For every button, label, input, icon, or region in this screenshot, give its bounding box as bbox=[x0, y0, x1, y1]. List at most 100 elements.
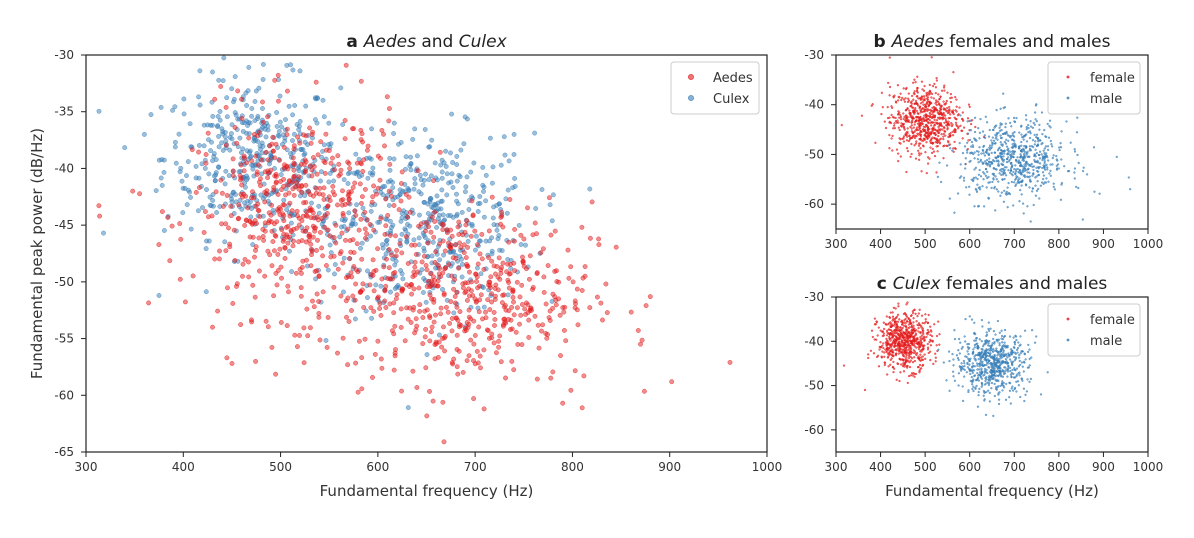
point bbox=[364, 231, 370, 237]
point bbox=[979, 117, 982, 121]
point bbox=[939, 95, 942, 98]
point bbox=[992, 174, 996, 177]
point bbox=[442, 248, 448, 254]
point bbox=[418, 191, 424, 197]
point bbox=[1004, 358, 1008, 361]
point bbox=[945, 144, 948, 147]
point bbox=[983, 383, 987, 386]
point bbox=[1035, 189, 1039, 192]
point bbox=[1037, 174, 1040, 177]
point bbox=[486, 228, 492, 234]
point bbox=[405, 261, 411, 266]
point bbox=[900, 98, 903, 102]
point bbox=[981, 130, 985, 133]
point bbox=[389, 252, 395, 258]
point bbox=[990, 381, 994, 385]
point bbox=[338, 167, 344, 173]
point bbox=[327, 233, 333, 239]
point bbox=[390, 185, 396, 191]
point bbox=[971, 352, 974, 355]
point bbox=[468, 233, 474, 239]
point bbox=[349, 274, 355, 280]
point bbox=[509, 304, 515, 310]
point bbox=[951, 352, 954, 356]
point bbox=[313, 276, 319, 282]
point bbox=[898, 379, 901, 383]
point bbox=[1000, 155, 1003, 159]
point bbox=[426, 278, 431, 284]
point bbox=[454, 289, 460, 295]
point bbox=[917, 345, 920, 349]
point bbox=[979, 160, 982, 163]
point bbox=[885, 350, 888, 354]
series-female bbox=[842, 301, 941, 392]
point bbox=[968, 105, 971, 109]
point bbox=[1023, 175, 1027, 179]
point bbox=[255, 138, 261, 144]
point bbox=[211, 154, 217, 159]
point bbox=[907, 357, 910, 360]
point bbox=[450, 361, 456, 367]
point bbox=[574, 307, 580, 313]
point bbox=[911, 342, 914, 345]
point bbox=[172, 104, 178, 110]
point bbox=[938, 109, 941, 112]
point bbox=[511, 367, 517, 373]
point bbox=[365, 295, 370, 301]
point bbox=[944, 134, 947, 137]
point bbox=[347, 256, 352, 261]
point bbox=[979, 361, 982, 364]
point bbox=[429, 329, 434, 335]
point bbox=[195, 208, 201, 214]
point bbox=[1024, 393, 1027, 396]
point bbox=[904, 333, 907, 336]
point bbox=[242, 257, 248, 262]
point bbox=[911, 119, 914, 122]
point bbox=[897, 341, 900, 344]
point bbox=[255, 201, 261, 207]
point bbox=[885, 337, 888, 341]
point bbox=[459, 261, 465, 267]
point bbox=[897, 126, 900, 129]
point bbox=[986, 176, 989, 180]
point bbox=[912, 324, 915, 327]
point bbox=[960, 362, 963, 365]
point bbox=[436, 263, 441, 269]
point bbox=[296, 222, 302, 228]
point bbox=[471, 396, 477, 402]
point bbox=[897, 152, 900, 155]
point bbox=[936, 122, 939, 125]
point bbox=[278, 320, 284, 325]
point bbox=[459, 209, 465, 215]
point bbox=[210, 198, 216, 203]
point bbox=[916, 365, 920, 369]
point bbox=[912, 81, 915, 84]
point bbox=[924, 108, 928, 111]
point bbox=[1007, 353, 1011, 357]
point bbox=[416, 285, 422, 291]
point bbox=[980, 385, 983, 388]
point bbox=[1014, 183, 1018, 186]
point bbox=[888, 116, 891, 119]
point bbox=[976, 376, 980, 379]
point bbox=[924, 357, 927, 360]
point bbox=[1093, 190, 1096, 193]
point bbox=[321, 114, 327, 120]
point bbox=[423, 365, 429, 371]
point bbox=[913, 144, 916, 147]
point bbox=[234, 140, 240, 146]
point bbox=[1041, 166, 1044, 170]
point bbox=[910, 104, 913, 108]
point bbox=[889, 358, 892, 362]
point bbox=[988, 382, 991, 385]
point bbox=[983, 373, 986, 376]
point bbox=[213, 172, 219, 178]
point bbox=[960, 347, 963, 350]
point bbox=[898, 96, 901, 99]
point bbox=[893, 324, 896, 327]
point bbox=[447, 244, 453, 250]
point bbox=[1000, 349, 1003, 353]
point bbox=[328, 160, 334, 166]
point bbox=[984, 341, 987, 345]
